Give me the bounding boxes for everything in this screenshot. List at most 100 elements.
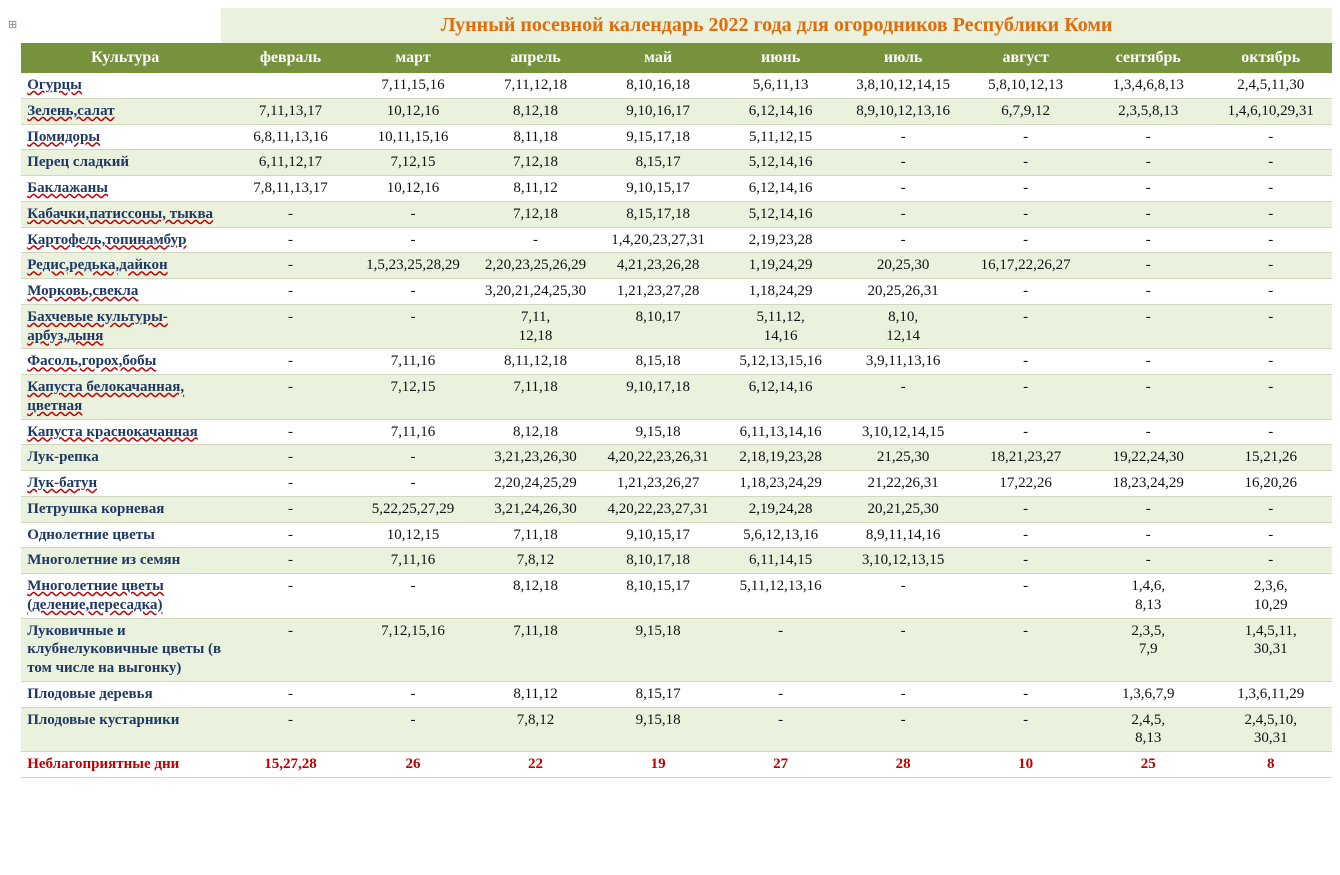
value-cell: 1,5,23,25,28,29 [352, 253, 475, 279]
value-cell: 2,4,5,10,30,31 [1209, 707, 1332, 752]
value-cell: 3,10,12,14,15 [842, 419, 965, 445]
table-row: Неблагоприятные дни15,27,282622192728102… [21, 752, 1332, 778]
page-wrap: ⊞ Лунный посевной календарь 2022 года дл… [8, 8, 1332, 778]
col-header-month: февраль [229, 43, 352, 73]
value-cell: - [964, 419, 1087, 445]
value-cell: - [1209, 227, 1332, 253]
value-cell: 10,11,15,16 [352, 124, 475, 150]
value-cell: 20,25,30 [842, 253, 965, 279]
value-cell [229, 73, 352, 98]
value-cell: - [842, 150, 965, 176]
value-cell: - [842, 176, 965, 202]
value-cell: - [964, 279, 1087, 305]
value-cell: 1,21,23,26,27 [597, 471, 720, 497]
table-row: Редис,редька,дайкон-1,5,23,25,28,292,20,… [21, 253, 1332, 279]
value-cell: 6,12,14,16 [719, 176, 842, 202]
value-cell: - [229, 574, 352, 619]
value-cell: 9,10,16,17 [597, 98, 720, 124]
value-cell: 17,22,26 [964, 471, 1087, 497]
value-cell: 4,21,23,26,28 [597, 253, 720, 279]
value-cell: 2,4,5,8,13 [1087, 707, 1210, 752]
table-head: Культурафевральмартапрельмайиюньиюльавгу… [21, 43, 1332, 73]
value-cell: 9,10,15,17 [597, 176, 720, 202]
value-cell: 7,11,16 [352, 349, 475, 375]
value-cell: - [352, 471, 475, 497]
culture-cell: Баклажаны [21, 176, 229, 202]
value-cell: - [229, 304, 352, 349]
value-cell: 1,3,6,11,29 [1209, 681, 1332, 707]
value-cell: 2,18,19,23,28 [719, 445, 842, 471]
value-cell: - [229, 707, 352, 752]
value-cell: - [352, 707, 475, 752]
culture-cell: Петрушка корневая [21, 496, 229, 522]
value-cell: 5,11,12,15 [719, 124, 842, 150]
table-row: Кабачки,патиссоны, тыква--7,12,188,15,17… [21, 201, 1332, 227]
value-cell: 7,8,12 [474, 707, 597, 752]
value-cell: - [1087, 227, 1210, 253]
culture-cell: Многолетние цветы (деление,пересадка) [21, 574, 229, 619]
table-row: Однолетние цветы-10,12,157,11,189,10,15,… [21, 522, 1332, 548]
value-cell: - [842, 375, 965, 420]
value-cell: - [1209, 201, 1332, 227]
value-cell: - [352, 279, 475, 305]
value-cell: 5,6,12,13,16 [719, 522, 842, 548]
value-cell: 7,12,15 [352, 150, 475, 176]
value-cell: 7,12,18 [474, 201, 597, 227]
value-cell: 1,4,6,10,29,31 [1209, 98, 1332, 124]
value-cell: - [964, 496, 1087, 522]
value-cell: 8,15,17,18 [597, 201, 720, 227]
value-cell: 7,8,12 [474, 548, 597, 574]
culture-cell: Помидоры [21, 124, 229, 150]
value-cell: - [842, 201, 965, 227]
value-cell: - [964, 176, 1087, 202]
col-header-month: сентябрь [1087, 43, 1210, 73]
value-cell: 16,20,26 [1209, 471, 1332, 497]
value-cell: 8,12,18 [474, 574, 597, 619]
value-cell: 7,8,11,13,17 [229, 176, 352, 202]
value-cell: - [964, 349, 1087, 375]
value-cell: 6,11,14,15 [719, 548, 842, 574]
value-cell: 8,10,16,18 [597, 73, 720, 98]
value-cell: - [964, 124, 1087, 150]
value-cell: - [1209, 150, 1332, 176]
value-cell: 1,18,23,24,29 [719, 471, 842, 497]
culture-cell: Картофель,топинамбур [21, 227, 229, 253]
value-cell: 18,21,23,27 [964, 445, 1087, 471]
value-cell: - [719, 681, 842, 707]
table-row: Фасоль,горох,бобы-7,11,168,11,12,188,15,… [21, 349, 1332, 375]
value-cell: 4,20,22,23,26,31 [597, 445, 720, 471]
value-cell: - [1087, 496, 1210, 522]
value-cell: - [1087, 201, 1210, 227]
value-cell: - [964, 681, 1087, 707]
value-cell: - [1209, 279, 1332, 305]
col-header-month: июнь [719, 43, 842, 73]
value-cell: - [1087, 150, 1210, 176]
value-cell: - [964, 574, 1087, 619]
value-cell: 5,12,13,15,16 [719, 349, 842, 375]
table-row: Плодовые кустарники--7,8,129,15,18---2,4… [21, 707, 1332, 752]
value-cell: - [964, 201, 1087, 227]
table-row: Луковичные и клубнелуковичные цветы (в т… [21, 618, 1332, 681]
value-cell: 8,9,11,14,16 [842, 522, 965, 548]
value-cell: 8,12,18 [474, 419, 597, 445]
table-body: Огурцы7,11,15,167,11,12,188,10,16,185,6,… [21, 73, 1332, 777]
value-cell: 9,15,18 [597, 618, 720, 681]
value-cell: 8,10,15,17 [597, 574, 720, 619]
value-cell: 21,25,30 [842, 445, 965, 471]
value-cell: 7,12,18 [474, 150, 597, 176]
value-cell: 3,20,21,24,25,30 [474, 279, 597, 305]
anchor-icon: ⊞ [8, 8, 21, 778]
value-cell: 7,12,15 [352, 375, 475, 420]
value-cell: - [1209, 522, 1332, 548]
value-cell: 16,17,22,26,27 [964, 253, 1087, 279]
col-header-month: июль [842, 43, 965, 73]
table-row: Капуста краснокачанная-7,11,168,12,189,1… [21, 419, 1332, 445]
table-row: Бахчевые культуры-арбуз,дыня--7,11,12,18… [21, 304, 1332, 349]
value-cell: - [1209, 496, 1332, 522]
culture-cell: Лук-репка [21, 445, 229, 471]
culture-cell: Однолетние цветы [21, 522, 229, 548]
value-cell: 1,18,24,29 [719, 279, 842, 305]
value-cell: 10,12,16 [352, 176, 475, 202]
value-cell: 1,3,6,7,9 [1087, 681, 1210, 707]
table-row: Перец сладкий6,11,12,177,12,157,12,188,1… [21, 150, 1332, 176]
